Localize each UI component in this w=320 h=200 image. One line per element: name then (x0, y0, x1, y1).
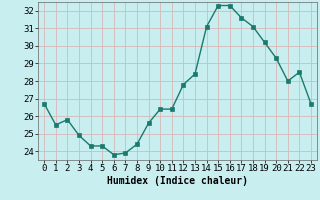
X-axis label: Humidex (Indice chaleur): Humidex (Indice chaleur) (107, 176, 248, 186)
